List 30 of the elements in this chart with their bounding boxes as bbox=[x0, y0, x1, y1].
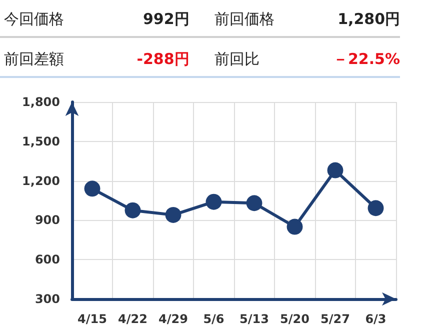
y-tick-label: 1,800 bbox=[22, 95, 60, 109]
y-tick-label: 300 bbox=[34, 292, 60, 306]
point bbox=[327, 162, 344, 178]
x-tick-label: 5/20 bbox=[280, 312, 310, 326]
text: 前回差額 bbox=[3, 50, 65, 68]
text: 前回価格 bbox=[214, 10, 276, 28]
point bbox=[286, 218, 303, 235]
text: 1,280円 bbox=[336, 10, 400, 28]
y-tick-label: 1,500 bbox=[22, 134, 60, 148]
y-tick-label: 1,200 bbox=[22, 174, 60, 188]
x-tick-label: 4/15 bbox=[78, 312, 107, 326]
x-tick-label: 4/22 bbox=[118, 312, 148, 326]
text: 前回比 bbox=[214, 50, 261, 68]
y-tick-label: 900 bbox=[34, 213, 60, 228]
point bbox=[84, 180, 100, 197]
x-tick-label: 5/27 bbox=[320, 312, 350, 326]
text: 992円 bbox=[142, 10, 190, 28]
x-tick-label: 5/13 bbox=[240, 312, 269, 326]
text: －22.5% bbox=[332, 50, 400, 68]
point bbox=[368, 200, 384, 216]
point bbox=[246, 195, 262, 212]
x-tick-label: 4/29 bbox=[158, 312, 188, 326]
point bbox=[124, 202, 141, 218]
y-tick-label: 600 bbox=[34, 252, 60, 267]
point bbox=[206, 194, 222, 210]
x-tick-label: 5/6 bbox=[203, 312, 224, 326]
point bbox=[165, 206, 182, 223]
text: 今回価格 bbox=[3, 10, 65, 28]
x-tick-label: 6/3 bbox=[365, 312, 386, 326]
text: -288円 bbox=[136, 50, 190, 68]
